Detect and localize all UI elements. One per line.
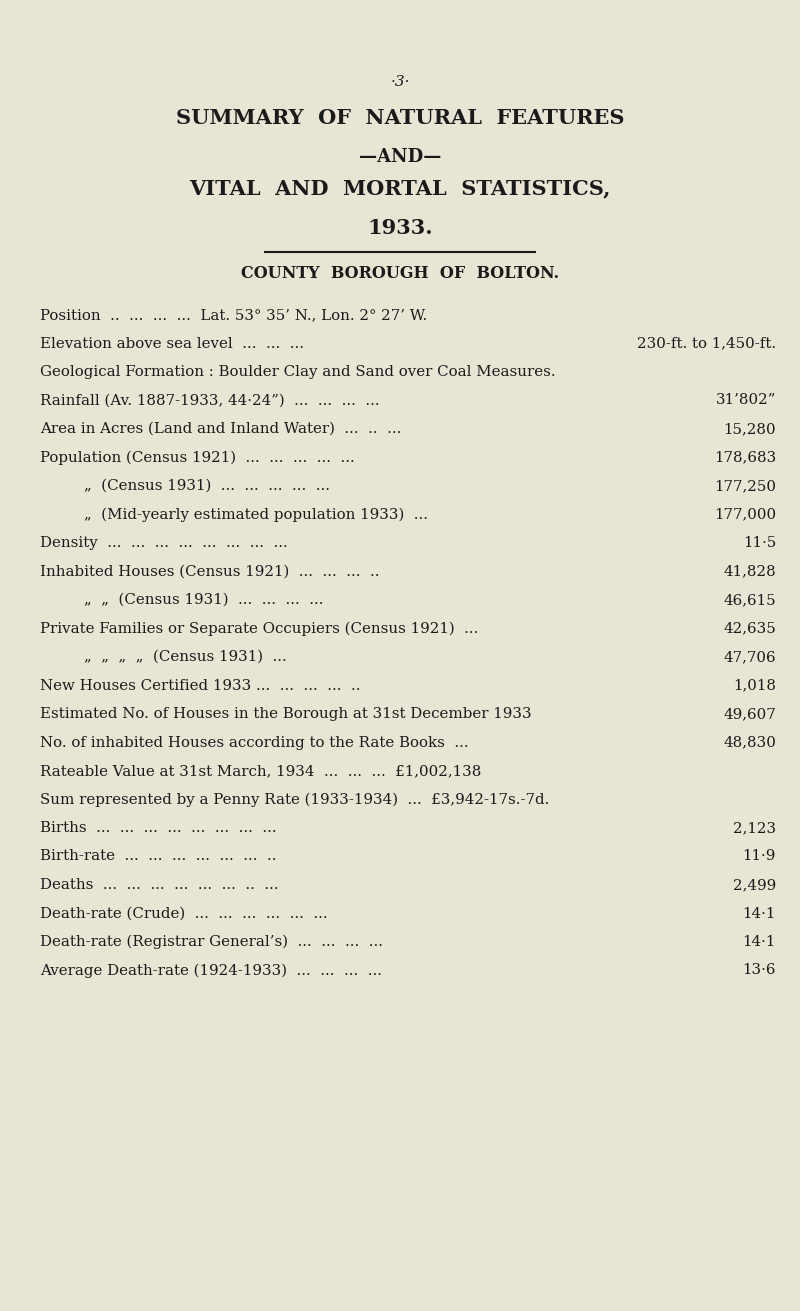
- Text: Inhabited Houses (Census 1921)  ...  ...  ...  ..: Inhabited Houses (Census 1921) ... ... .…: [40, 565, 379, 578]
- Text: Position  ..  ...  ...  ...  Lat. 53° 35’ N., Lon. 2° 27’ W.: Position .. ... ... ... Lat. 53° 35’ N.,…: [40, 308, 427, 323]
- Text: SUMMARY  OF  NATURAL  FEATURES: SUMMARY OF NATURAL FEATURES: [176, 108, 624, 128]
- Text: Private Families or Separate Occupiers (Census 1921)  ...: Private Families or Separate Occupiers (…: [40, 621, 478, 636]
- Text: 46,615: 46,615: [723, 593, 776, 607]
- Text: New Houses Certified 1933 ...  ...  ...  ...  ..: New Houses Certified 1933 ... ... ... ..…: [40, 679, 361, 692]
- Text: Death-rate (Registrar General’s)  ...  ...  ...  ...: Death-rate (Registrar General’s) ... ...…: [40, 935, 383, 949]
- Text: ·3·: ·3·: [390, 75, 410, 89]
- Text: Rainfall (Av. 1887-1933, 44·24”)  ...  ...  ...  ...: Rainfall (Av. 1887-1933, 44·24”) ... ...…: [40, 393, 380, 408]
- Text: 11·5: 11·5: [742, 536, 776, 551]
- Text: Estimated No. of Houses in the Borough at 31st December 1933: Estimated No. of Houses in the Borough a…: [40, 707, 532, 721]
- Text: 49,607: 49,607: [723, 707, 776, 721]
- Text: Rateable Value at 31st March, 1934  ...  ...  ...  £1,002,138: Rateable Value at 31st March, 1934 ... .…: [40, 764, 482, 777]
- Text: Average Death-rate (1924-1933)  ...  ...  ...  ...: Average Death-rate (1924-1933) ... ... .…: [40, 964, 382, 978]
- Text: VITAL  AND  MORTAL  STATISTICS,: VITAL AND MORTAL STATISTICS,: [190, 178, 610, 198]
- Text: „  (Mid-yearly estimated population 1933)  ...: „ (Mid-yearly estimated population 1933)…: [84, 507, 428, 522]
- Text: „  „  (Census 1931)  ...  ...  ...  ...: „ „ (Census 1931) ... ... ... ...: [84, 593, 323, 607]
- Text: 48,830: 48,830: [723, 735, 776, 750]
- Text: 230-ft. to 1,450-ft.: 230-ft. to 1,450-ft.: [637, 337, 776, 350]
- Text: 15,280: 15,280: [723, 422, 776, 437]
- Text: 1933.: 1933.: [367, 218, 433, 239]
- Text: Elevation above sea level  ...  ...  ...: Elevation above sea level ... ... ...: [40, 337, 304, 350]
- Text: Density  ...  ...  ...  ...  ...  ...  ...  ...: Density ... ... ... ... ... ... ... ...: [40, 536, 288, 551]
- Text: „  „  „  „  (Census 1931)  ...: „ „ „ „ (Census 1931) ...: [84, 650, 286, 663]
- Text: 177,250: 177,250: [714, 479, 776, 493]
- Text: Births  ...  ...  ...  ...  ...  ...  ...  ...: Births ... ... ... ... ... ... ... ...: [40, 821, 277, 835]
- Text: 2,499: 2,499: [733, 878, 776, 891]
- Text: 41,828: 41,828: [723, 565, 776, 578]
- Text: Sum represented by a Penny Rate (1933-1934)  ...  £3,942-17s.-7d.: Sum represented by a Penny Rate (1933-19…: [40, 793, 550, 806]
- Text: 2,123: 2,123: [733, 821, 776, 835]
- Text: Area in Acres (Land and Inland Water)  ...  ..  ...: Area in Acres (Land and Inland Water) ..…: [40, 422, 402, 437]
- Text: Death-rate (Crude)  ...  ...  ...  ...  ...  ...: Death-rate (Crude) ... ... ... ... ... .…: [40, 906, 328, 920]
- Text: 42,635: 42,635: [723, 621, 776, 636]
- Text: 13·6: 13·6: [742, 964, 776, 978]
- Text: Geological Formation : Boulder Clay and Sand over Coal Measures.: Geological Formation : Boulder Clay and …: [40, 364, 556, 379]
- Text: 1,018: 1,018: [733, 679, 776, 692]
- Text: „  (Census 1931)  ...  ...  ...  ...  ...: „ (Census 1931) ... ... ... ... ...: [84, 479, 330, 493]
- Text: Deaths  ...  ...  ...  ...  ...  ...  ..  ...: Deaths ... ... ... ... ... ... .. ...: [40, 878, 278, 891]
- Text: No. of inhabited Houses according to the Rate Books  ...: No. of inhabited Houses according to the…: [40, 735, 469, 750]
- Text: 178,683: 178,683: [714, 451, 776, 464]
- Text: Population (Census 1921)  ...  ...  ...  ...  ...: Population (Census 1921) ... ... ... ...…: [40, 451, 354, 465]
- Text: —AND—: —AND—: [359, 148, 441, 166]
- Text: 31’802”: 31’802”: [716, 393, 776, 408]
- Text: 177,000: 177,000: [714, 507, 776, 522]
- Text: 11·9: 11·9: [742, 850, 776, 864]
- Text: COUNTY  BOROUGH  OF  BOLTON.: COUNTY BOROUGH OF BOLTON.: [241, 265, 559, 282]
- Text: Birth-rate  ...  ...  ...  ...  ...  ...  ..: Birth-rate ... ... ... ... ... ... ..: [40, 850, 277, 864]
- Text: 14·1: 14·1: [742, 906, 776, 920]
- Text: 14·1: 14·1: [742, 935, 776, 949]
- Text: 47,706: 47,706: [723, 650, 776, 663]
